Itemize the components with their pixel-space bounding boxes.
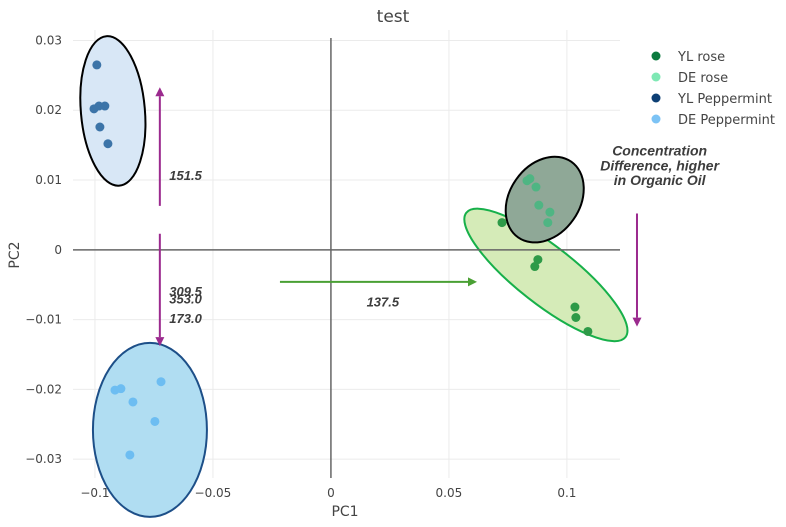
ellipse-yl-peppermint <box>79 35 147 187</box>
x-tick-label: 0 <box>327 486 335 500</box>
y-tick-label: −0.03 <box>25 452 62 466</box>
point-yl-peppermint <box>100 101 110 111</box>
point-de-peppermint <box>116 384 126 394</box>
legend-item[interactable]: YL Peppermint <box>651 92 772 107</box>
x-axis-title: PC1 <box>331 504 358 520</box>
data-points <box>89 60 593 460</box>
annotation-arrows <box>155 87 642 347</box>
legend-marker <box>651 51 661 61</box>
legend: YL rose DE rose YL Peppermint DE Peppermint <box>651 50 775 128</box>
point-yl-peppermint <box>92 60 102 70</box>
point-de-rose <box>543 218 553 228</box>
legend-label: YL Peppermint <box>677 92 772 107</box>
x-tick-label: 0.05 <box>436 486 463 500</box>
point-de-peppermint <box>125 450 135 460</box>
point-yl-rose <box>497 218 507 228</box>
arrow-head <box>155 87 165 97</box>
point-de-peppermint <box>128 397 138 407</box>
x-tick-label: 0.1 <box>557 486 576 500</box>
zero-lines <box>73 38 620 478</box>
y-axis-ticks: 0.03 0.02 0.01 0 −0.01 −0.02 −0.03 <box>25 33 62 466</box>
point-de-peppermint <box>156 377 166 387</box>
y-tick-label: −0.02 <box>25 382 62 396</box>
arrow-head <box>632 317 642 327</box>
y-tick-label: −0.01 <box>25 313 62 327</box>
y-tick-label: 0.02 <box>35 103 62 117</box>
x-axis-ticks: −0.1 −0.05 0 0.05 0.1 <box>80 486 576 500</box>
y-tick-label: 0.03 <box>35 33 62 47</box>
y-tick-label: 0.01 <box>35 173 62 187</box>
point-yl-peppermint <box>103 139 113 149</box>
annotation-label: 309.5 <box>169 284 202 299</box>
ellipse-yl-rose <box>463 207 629 343</box>
point-yl-rose <box>571 313 581 323</box>
point-yl-rose <box>533 255 543 265</box>
annotation-label: 173.0 <box>169 311 202 326</box>
x-tick-label: −0.1 <box>80 486 109 500</box>
legend-item[interactable]: DE Peppermint <box>651 113 775 128</box>
point-de-peppermint <box>150 416 160 426</box>
legend-label: DE Peppermint <box>678 113 775 128</box>
annotation-label: Concentration <box>612 143 707 159</box>
chart-title: test <box>377 7 410 27</box>
point-yl-rose <box>583 326 593 336</box>
gridlines <box>73 30 620 478</box>
legend-item[interactable]: DE rose <box>651 71 729 86</box>
annotation-label: 137.5 <box>367 294 400 309</box>
arrow-head <box>155 337 165 347</box>
y-axis-title: PC2 <box>7 241 23 268</box>
point-de-rose <box>525 174 535 184</box>
legend-marker <box>651 114 661 124</box>
annotation-label: 151.5 <box>169 168 202 183</box>
point-yl-rose <box>570 302 580 312</box>
annotation-label: 353.0 <box>169 292 202 307</box>
point-de-rose <box>531 182 541 192</box>
annotation-label: Difference, higher <box>600 157 720 173</box>
legend-label: DE rose <box>678 71 728 86</box>
point-de-rose <box>534 200 544 210</box>
legend-marker <box>651 93 661 103</box>
point-yl-rose <box>530 262 540 272</box>
legend-marker <box>651 72 661 82</box>
point-de-rose <box>545 207 555 217</box>
legend-item[interactable]: YL rose <box>651 50 726 65</box>
annotation-label: in Organic Oil <box>614 172 707 188</box>
y-tick-label: 0 <box>54 243 62 257</box>
point-yl-peppermint <box>95 122 105 132</box>
legend-label: YL rose <box>677 50 725 65</box>
ellipse-de-peppermint <box>91 341 208 518</box>
arrow-head <box>467 277 477 287</box>
x-tick-label: −0.05 <box>195 486 232 500</box>
